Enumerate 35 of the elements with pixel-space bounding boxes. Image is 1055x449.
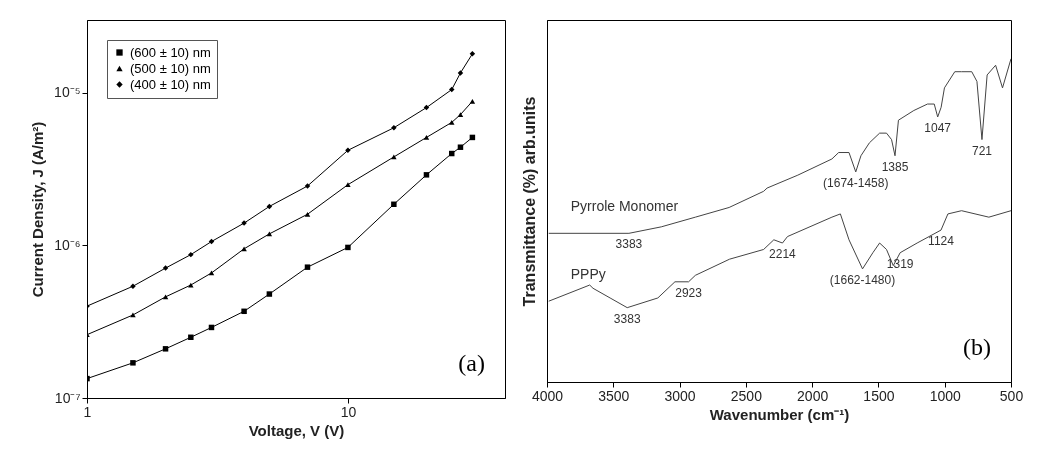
x-tick-label: 500 <box>999 387 1024 404</box>
y-axis-title: Transmittance (%) arb.units <box>520 96 538 307</box>
annotation: 1124 <box>928 234 955 249</box>
annotation: 2214 <box>769 247 797 262</box>
annotation: (a) <box>458 350 485 376</box>
x-axis-title: Wavenumber (cm⁻¹) <box>709 405 850 423</box>
x-tick-label: 1 <box>83 403 92 420</box>
x-tick-label: 2500 <box>730 387 763 404</box>
y-tick-label: 10⁻⁷ <box>54 389 81 406</box>
x-tick-label: 2000 <box>797 387 829 404</box>
y-axis-title: Current Density, J (A/m²) <box>29 121 47 298</box>
annotation: (1674-1458) <box>823 175 889 190</box>
annotation: 1385 <box>881 159 909 174</box>
x-tick-label: 1500 <box>863 387 895 404</box>
legend-label: (500 ± 10) nm <box>130 60 211 76</box>
x-tick-label: 10 <box>340 403 357 420</box>
x-tick-label: 4000 <box>531 387 564 404</box>
annotation: (b) <box>963 334 991 360</box>
x-tick-label: 3000 <box>664 387 696 404</box>
y-tick-label: 10⁻⁵ <box>54 84 81 101</box>
annotation: 2923 <box>675 285 703 300</box>
annotation: 1047 <box>924 120 952 135</box>
annotation: 3383 <box>613 311 641 326</box>
annotation: 721 <box>971 143 993 158</box>
legend-label: (400 ± 10) nm <box>130 76 211 92</box>
annotation: (1662-1480) <box>829 272 896 287</box>
annotation: 3383 <box>615 237 643 252</box>
x-tick-label: 3500 <box>598 387 630 404</box>
x-axis-title: Voltage, V (V) <box>248 421 345 439</box>
legend-label: (600 ± 10) nm <box>130 44 211 60</box>
y-tick-label: 10⁻⁶ <box>54 236 81 253</box>
x-tick-label: 1000 <box>929 387 961 404</box>
annotation: 1319 <box>886 256 914 271</box>
series-label: Pyrrole Monomer <box>570 198 679 215</box>
series-label: PPPy <box>570 266 606 283</box>
